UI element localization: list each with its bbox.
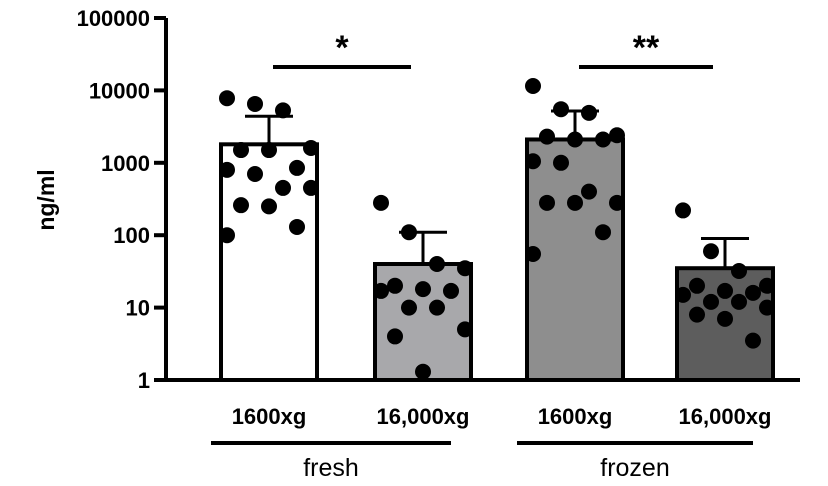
data-point <box>233 197 249 214</box>
data-point <box>289 159 305 176</box>
bar <box>525 137 625 382</box>
data-point <box>553 154 569 171</box>
bar <box>219 142 319 382</box>
data-points <box>219 78 775 380</box>
data-point <box>415 281 431 298</box>
group-label: fresh <box>303 454 359 482</box>
data-point <box>443 282 459 299</box>
data-point <box>689 306 705 323</box>
data-point <box>303 179 319 196</box>
data-point <box>401 224 417 241</box>
data-point <box>387 277 403 294</box>
data-point <box>429 299 445 316</box>
data-point <box>703 293 719 310</box>
data-point <box>233 142 249 159</box>
data-point <box>595 224 611 241</box>
x-tick-label: 16,000xg <box>679 404 772 429</box>
data-point <box>553 101 569 118</box>
data-point <box>717 282 733 299</box>
data-point <box>247 95 263 112</box>
data-point <box>675 286 691 303</box>
data-point <box>731 263 747 280</box>
data-point <box>581 183 597 200</box>
data-point <box>703 243 719 260</box>
y-tick-label: 1 <box>138 368 150 393</box>
data-point <box>219 161 235 178</box>
significance-label: * <box>335 29 349 67</box>
significance-annotations: * ** <box>273 29 713 69</box>
data-point <box>457 321 473 338</box>
data-point <box>731 293 747 310</box>
group-label: frozen <box>600 454 669 482</box>
data-point <box>219 227 235 244</box>
data-point <box>539 128 555 145</box>
x-tick-label: 1600xg <box>538 404 613 429</box>
data-point <box>675 202 691 219</box>
data-point <box>745 332 761 349</box>
data-point <box>745 284 761 301</box>
data-point <box>387 328 403 345</box>
data-point <box>759 299 775 316</box>
data-point <box>525 153 541 170</box>
data-point <box>525 245 541 262</box>
y-tick-label: 1000 <box>101 151 150 176</box>
data-point <box>275 102 291 119</box>
data-point <box>373 282 389 299</box>
data-point <box>581 104 597 121</box>
data-point <box>429 256 445 273</box>
data-point <box>717 310 733 327</box>
y-tick-label: 10 <box>126 296 150 321</box>
data-point <box>289 218 305 235</box>
data-point <box>275 179 291 196</box>
data-point <box>759 277 775 294</box>
data-point <box>609 194 625 211</box>
y-axis-label: ng/ml <box>33 169 59 230</box>
data-point <box>689 277 705 294</box>
data-point <box>567 194 583 211</box>
data-point <box>373 194 389 211</box>
y-tick-label: 10000 <box>89 78 150 103</box>
y-tick-label: 100000 <box>77 6 150 31</box>
significance-label: ** <box>633 29 660 67</box>
x-axis-labels: 1600xg 16,000xg 1600xg 16,000xg fresh frozen <box>211 404 771 482</box>
data-point <box>595 131 611 148</box>
data-point <box>457 260 473 277</box>
data-point <box>261 142 277 159</box>
data-point <box>247 166 263 183</box>
data-point <box>261 198 277 215</box>
data-point <box>303 140 319 157</box>
data-point <box>525 78 541 95</box>
data-point <box>539 194 555 211</box>
data-point <box>609 127 625 144</box>
data-point <box>415 363 431 380</box>
y-tick-label: 100 <box>113 223 150 248</box>
data-point <box>219 90 235 107</box>
x-tick-label: 16,000xg <box>377 404 470 429</box>
x-tick-label: 1600xg <box>232 404 307 429</box>
data-point <box>401 299 417 316</box>
data-point <box>567 131 583 148</box>
